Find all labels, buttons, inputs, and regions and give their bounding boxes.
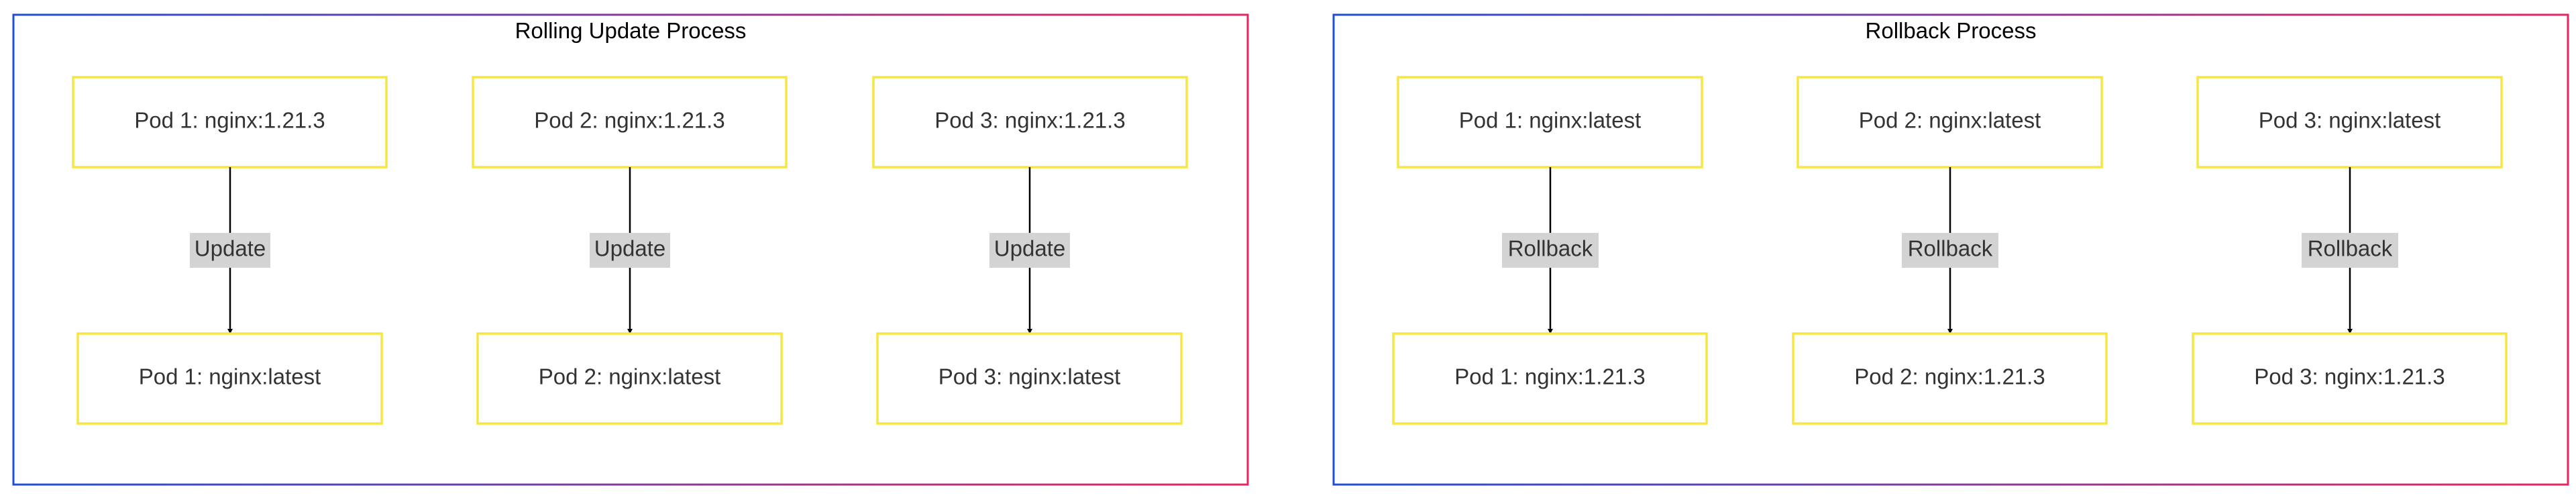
pod-1-rollback-column: Pod 1: nginx:latest Rollback Pod 1: ngin… [1392,76,1708,425]
cluster-rolling-update: Rolling Update Process Pod 1: nginx:1.21… [12,13,1249,486]
node-pod-1-target[interactable]: Pod 1: nginx:1.21.3 [1392,332,1708,425]
pod-3-update-column: Pod 3: nginx:1.21.3 Update Pod 3: nginx:… [872,76,1188,425]
node-label: Pod 2: nginx:1.21.3 [534,108,724,133]
cluster-border [12,13,1249,486]
svg-text:Rollback: Rollback [1508,236,1593,261]
node-pod-3-source[interactable]: Pod 3: nginx:latest [2196,76,2503,168]
node-pod-2-source[interactable]: Pod 2: nginx:1.21.3 [472,76,788,168]
node-pod-2-target[interactable]: Pod 2: nginx:latest [476,332,783,425]
node-pod-3-target[interactable]: Pod 3: nginx:1.21.3 [2192,332,2508,425]
node-pod-2-source[interactable]: Pod 2: nginx:latest [1796,76,2103,168]
node-label: Pod 3: nginx:1.21.3 [934,108,1125,133]
node-label: Pod 3: nginx:1.21.3 [2254,364,2445,389]
svg-text:Update: Update [994,236,1065,261]
node-pod-3-target[interactable]: Pod 3: nginx:latest [876,332,1183,425]
node-label: Pod 1: nginx:1.21.3 [134,108,325,133]
node-label: Pod 3: nginx:latest [2259,108,2441,133]
pod-3-rollback-column: Pod 3: nginx:latest Rollback Pod 3: ngin… [2192,76,2508,425]
node-label: Pod 1: nginx:1.21.3 [1454,364,1645,389]
node-label: Pod 2: nginx:latest [1859,108,2041,133]
cluster-title: Rollback Process [1866,18,2037,43]
pod-1-update-column: Pod 1: nginx:1.21.3 Update Pod 1: nginx:… [72,76,388,425]
edge-label-update: Update [190,233,270,268]
node-pod-1-source[interactable]: Pod 1: nginx:1.21.3 [72,76,388,168]
edge-label-update: Update [590,233,670,268]
svg-text:Update: Update [594,236,665,261]
node-pod-3-source[interactable]: Pod 3: nginx:1.21.3 [872,76,1188,168]
edge-label-update: Update [989,233,1070,268]
node-label: Pod 2: nginx:latest [539,364,721,389]
node-pod-2-target[interactable]: Pod 2: nginx:1.21.3 [1792,332,2108,425]
node-pod-1-target[interactable]: Pod 1: nginx:latest [76,332,383,425]
node-pod-1-source[interactable]: Pod 1: nginx:latest [1397,76,1703,168]
node-label: Pod 3: nginx:latest [938,364,1121,389]
edge-label-rollback: Rollback [1902,233,1998,268]
node-label: Pod 1: nginx:latest [1459,108,1642,133]
edge-label-rollback: Rollback [1502,233,1599,268]
svg-text:Update: Update [195,236,266,261]
cluster-title: Rolling Update Process [515,18,747,43]
svg-text:Rollback: Rollback [2308,236,2393,261]
pod-2-update-column: Pod 2: nginx:1.21.3 Update Pod 2: nginx:… [472,76,788,425]
node-label: Pod 1: nginx:latest [139,364,321,389]
cluster-border [1332,13,2569,486]
node-label: Pod 2: nginx:1.21.3 [1854,364,2045,389]
cluster-rollback: Rollback Process Pod 1: nginx:latest Rol… [1332,13,2569,486]
pod-2-rollback-column: Pod 2: nginx:latest Rollback Pod 2: ngin… [1792,76,2108,425]
edge-label-rollback: Rollback [2302,233,2398,268]
svg-text:Rollback: Rollback [1908,236,1993,261]
